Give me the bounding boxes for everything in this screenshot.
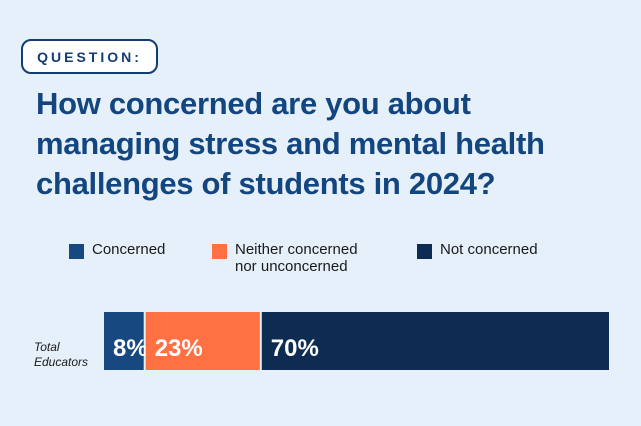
bar-value-label-concerned: 8% [113,335,148,362]
bar-value-label-not-concerned: 70% [271,335,319,362]
bar-value-label-neither-concerned-nor-unconcerned: 23% [155,335,203,362]
